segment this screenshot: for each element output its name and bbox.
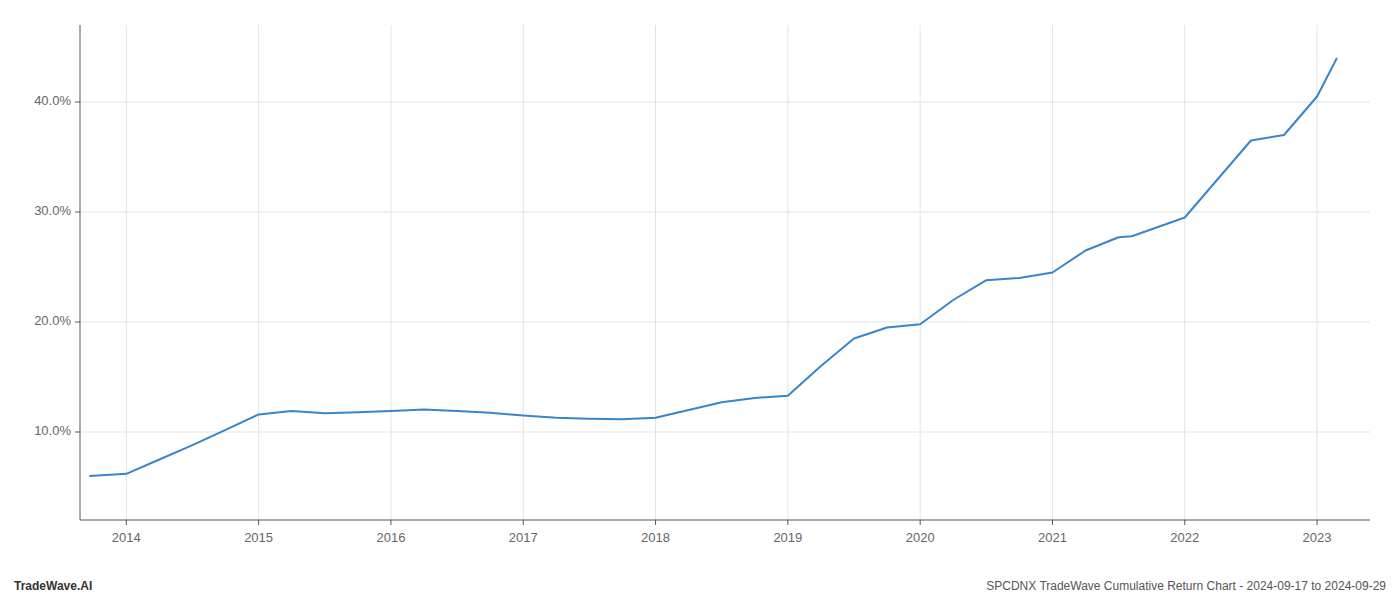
y-tick <box>75 432 80 433</box>
x-tick-label: 2023 <box>1303 530 1332 545</box>
x-tick-label: 2018 <box>641 530 670 545</box>
x-tick <box>787 520 788 525</box>
grid-line-y <box>80 432 1370 433</box>
grid-line-x <box>1184 25 1185 520</box>
y-axis-line <box>80 25 81 520</box>
y-tick-label: 30.0% <box>34 203 71 218</box>
y-tick-label: 20.0% <box>34 313 71 328</box>
grid-line-x <box>523 25 524 520</box>
x-tick-label: 2019 <box>773 530 802 545</box>
footer-text: TradeWave.AI <box>14 579 92 593</box>
y-tick <box>75 102 80 103</box>
x-tick-label: 2022 <box>1170 530 1199 545</box>
line <box>89 58 1337 476</box>
x-tick <box>1317 520 1318 525</box>
x-tick <box>1052 520 1053 525</box>
x-tick <box>126 520 127 525</box>
x-tick <box>258 520 259 525</box>
x-axis-line <box>80 520 1370 521</box>
grid <box>80 25 1370 520</box>
x-tick <box>920 520 921 525</box>
y-tick <box>75 322 80 323</box>
x-tick-label: 2015 <box>244 530 273 545</box>
grid-line-x <box>787 25 788 520</box>
chart: 10.0% 20.0% 30.0% 40.0% 2014 2015 2016 2017 2018… <box>0 0 1400 600</box>
y-tick-label: 40.0% <box>34 93 71 108</box>
x-tick-label: 2014 <box>112 530 141 545</box>
y-tick-label: 10.0% <box>34 423 71 438</box>
grid-line-x <box>1317 25 1318 520</box>
grid-line-y <box>80 322 1370 323</box>
annotations: TradeWave.AI SPCDNX TradeWave Cumulative … <box>14 579 1386 593</box>
grid-line-y <box>80 102 1370 103</box>
plot-area <box>89 58 1337 476</box>
x-tick-label: 2020 <box>906 530 935 545</box>
grid-line-x <box>258 25 259 520</box>
grid-line-x <box>920 25 921 520</box>
axes: 10.0% 20.0% 30.0% 40.0% 2014 2015 2016 2017 2018… <box>34 25 1370 545</box>
x-tick <box>390 520 391 525</box>
y-tick <box>75 212 80 213</box>
x-tick-label: 2017 <box>509 530 538 545</box>
x-tick-label: 2021 <box>1038 530 1067 545</box>
x-tick <box>1184 520 1185 525</box>
x-tick-label: 2016 <box>376 530 405 545</box>
x-tick <box>523 520 524 525</box>
grid-line-x <box>655 25 656 520</box>
footer-text: SPCDNX TradeWave Cumulative Return Chart… <box>986 579 1386 593</box>
x-tick <box>655 520 656 525</box>
grid-line-y <box>80 212 1370 213</box>
page: {"chart_data": {"type": "line", "x": [20… <box>0 0 1400 600</box>
grid-line-x <box>126 25 127 520</box>
grid-line-x <box>390 25 391 520</box>
